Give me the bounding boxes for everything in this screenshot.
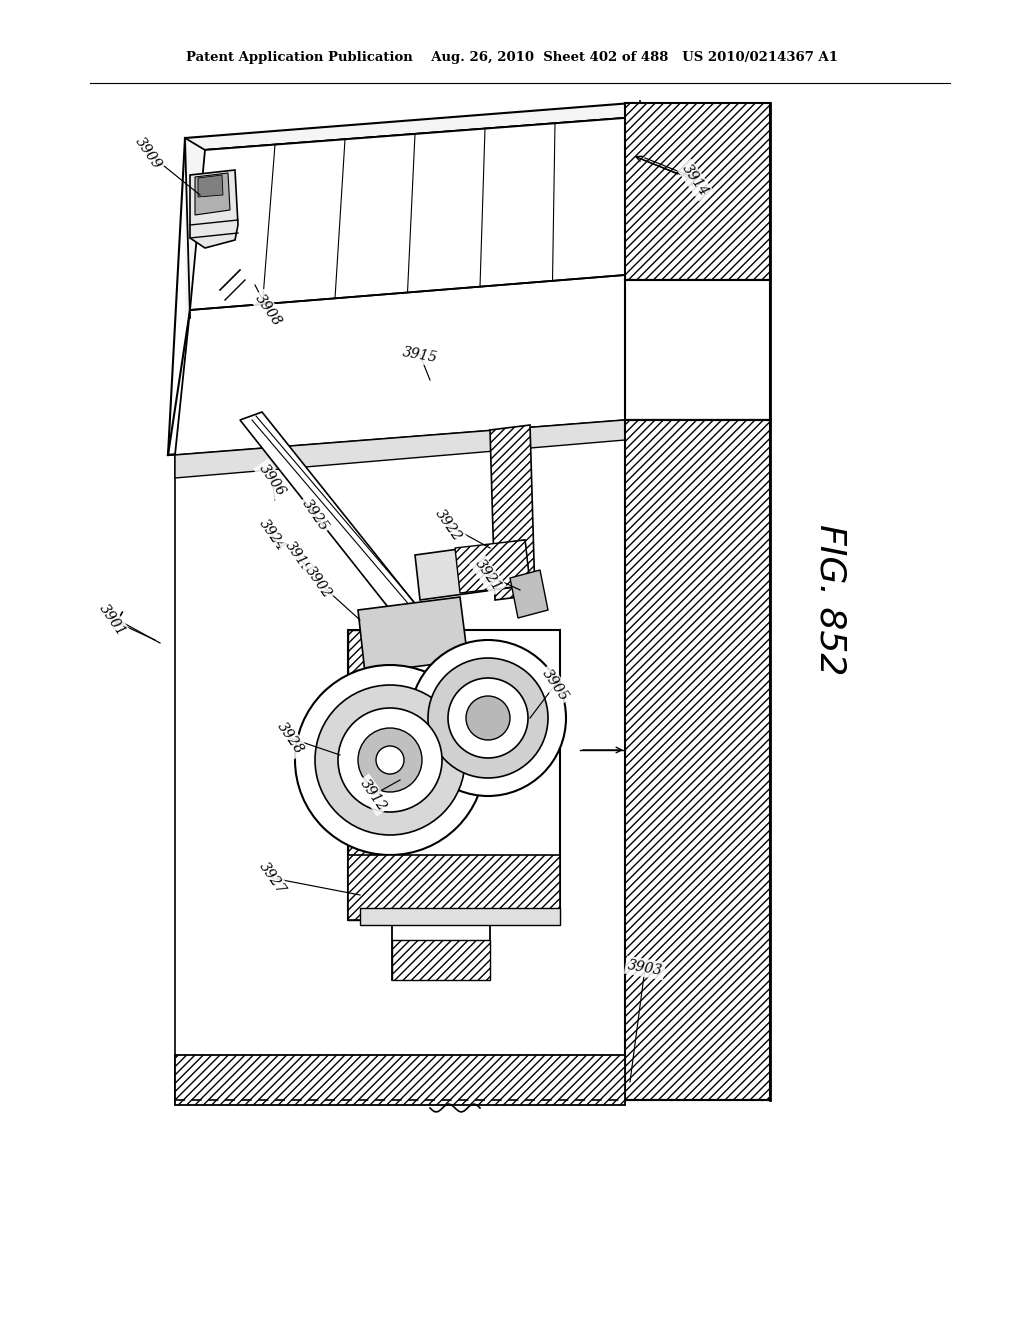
- Polygon shape: [195, 173, 230, 215]
- Polygon shape: [490, 425, 535, 601]
- Polygon shape: [198, 176, 223, 197]
- Polygon shape: [392, 917, 490, 979]
- Text: 3927: 3927: [256, 859, 288, 896]
- Polygon shape: [455, 540, 530, 593]
- Text: 3922: 3922: [432, 507, 464, 544]
- Text: 3925: 3925: [299, 496, 331, 533]
- Polygon shape: [360, 908, 560, 925]
- Text: 3915: 3915: [401, 345, 438, 364]
- Polygon shape: [175, 420, 625, 1100]
- Text: 3919: 3919: [282, 539, 314, 576]
- Circle shape: [428, 657, 548, 777]
- Circle shape: [410, 640, 566, 796]
- Text: 3928: 3928: [274, 719, 306, 756]
- Polygon shape: [175, 420, 625, 478]
- Polygon shape: [175, 275, 625, 455]
- Polygon shape: [348, 630, 395, 920]
- Circle shape: [315, 685, 465, 836]
- Polygon shape: [190, 170, 238, 248]
- Text: 3912: 3912: [357, 776, 389, 813]
- Polygon shape: [240, 412, 440, 645]
- Polygon shape: [510, 570, 548, 618]
- Text: FIG. 852: FIG. 852: [813, 524, 847, 676]
- Text: 3921: 3921: [472, 557, 504, 594]
- Polygon shape: [625, 420, 770, 1100]
- Text: 3909: 3909: [132, 135, 164, 172]
- Circle shape: [449, 678, 528, 758]
- Circle shape: [295, 665, 485, 855]
- Circle shape: [376, 746, 404, 774]
- Polygon shape: [625, 103, 770, 280]
- Text: 3901: 3901: [96, 602, 128, 639]
- Text: 3924: 3924: [256, 516, 288, 553]
- Polygon shape: [348, 630, 560, 920]
- Text: 3906: 3906: [256, 462, 288, 499]
- Polygon shape: [175, 1055, 625, 1105]
- Polygon shape: [625, 280, 770, 420]
- Text: 3908: 3908: [252, 292, 284, 329]
- Circle shape: [466, 696, 510, 741]
- Text: Patent Application Publication    Aug. 26, 2010  Sheet 402 of 488   US 2010/0214: Patent Application Publication Aug. 26, …: [186, 51, 838, 65]
- Text: 3902: 3902: [302, 564, 334, 601]
- Circle shape: [338, 708, 442, 812]
- Circle shape: [358, 729, 422, 792]
- Polygon shape: [392, 940, 490, 979]
- Polygon shape: [358, 597, 468, 673]
- Text: 3903: 3903: [627, 958, 664, 978]
- Polygon shape: [185, 103, 632, 318]
- Text: 3905: 3905: [539, 667, 571, 704]
- Text: 3914: 3914: [679, 161, 711, 198]
- Polygon shape: [190, 117, 625, 310]
- Polygon shape: [348, 855, 560, 920]
- Polygon shape: [415, 540, 530, 601]
